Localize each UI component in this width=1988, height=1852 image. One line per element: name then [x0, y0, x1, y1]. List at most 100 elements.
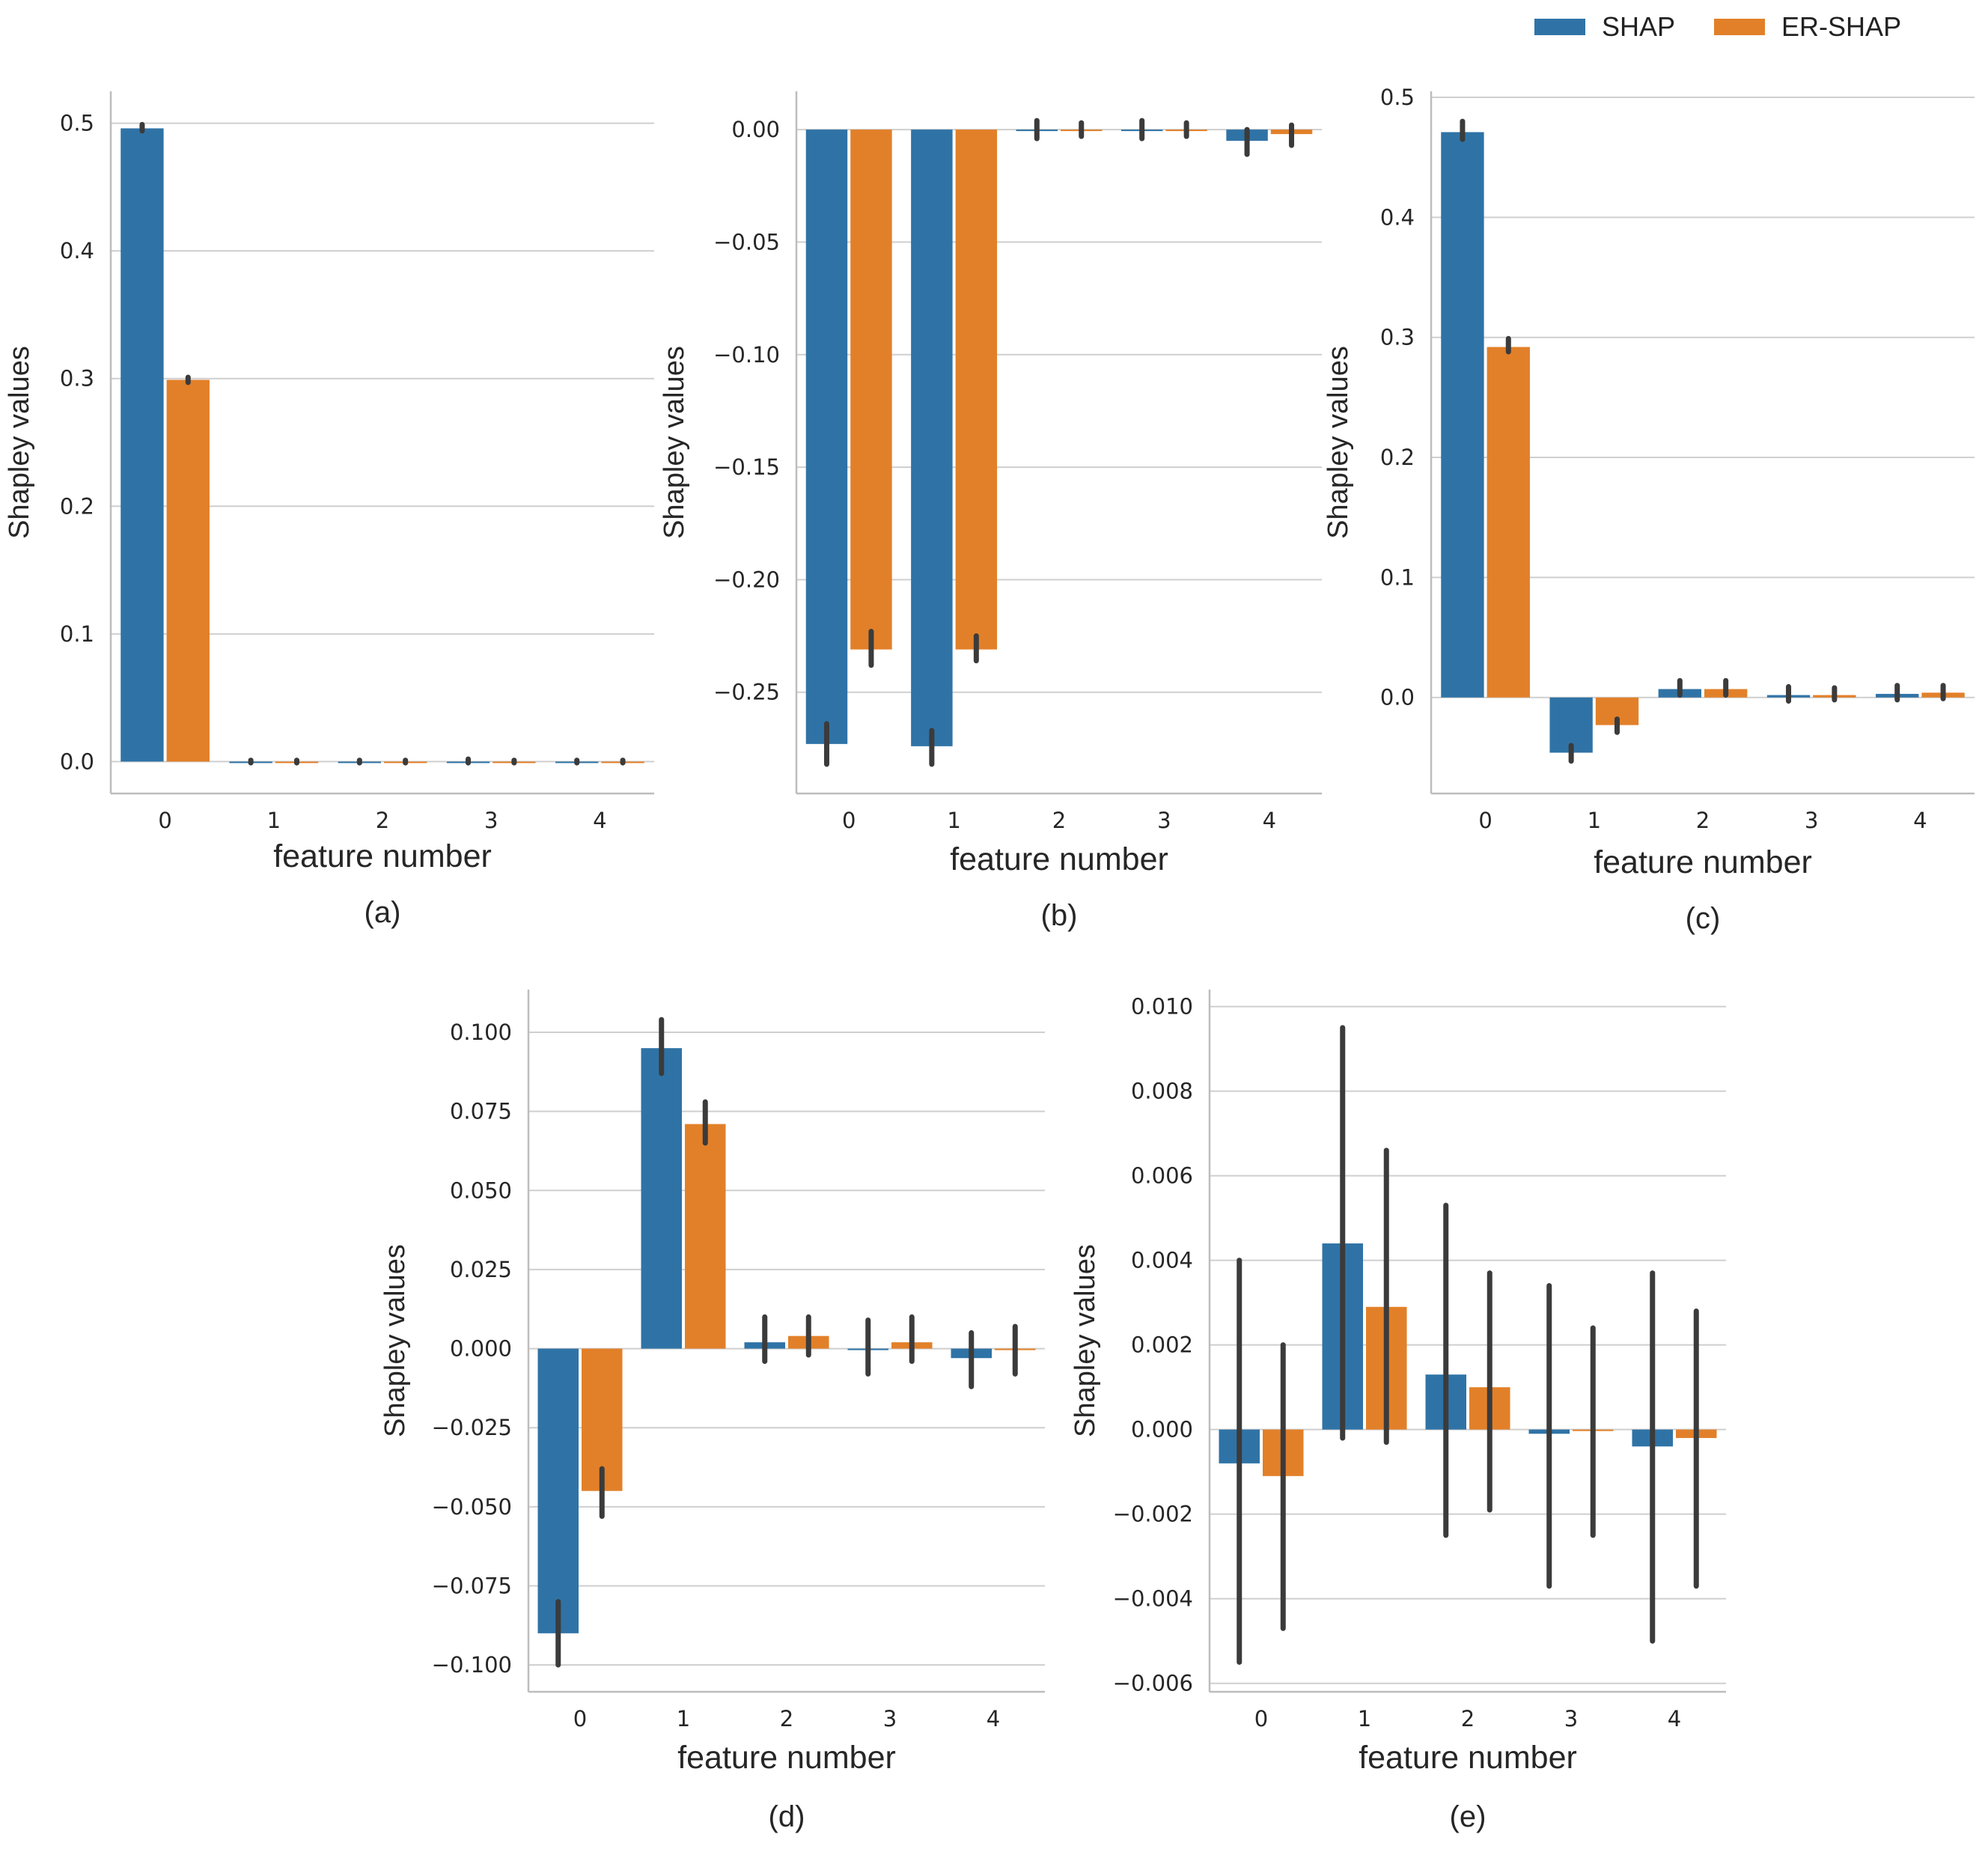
y-tick-label: 0.100	[450, 1020, 512, 1045]
y-tick-label: 0.025	[450, 1257, 512, 1282]
x-tick-label: 1	[1358, 1706, 1371, 1731]
bar-shap	[641, 1048, 682, 1349]
x-tick-label: 4	[593, 808, 606, 833]
y-tick-label: −0.100	[432, 1652, 512, 1678]
y-tick-label: 0.010	[1131, 994, 1193, 1020]
x-tick-label: 0	[842, 808, 856, 833]
y-tick-label: 0.2	[1380, 445, 1415, 470]
x-axis-label: feature number	[1359, 1740, 1577, 1776]
x-tick-label: 1	[947, 808, 960, 833]
bar-shap	[537, 1348, 579, 1633]
y-tick-label: 0.4	[60, 238, 94, 264]
x-tick-label: 2	[376, 808, 389, 833]
y-tick-label: 0.1	[1380, 564, 1415, 590]
panel-caption: (a)	[365, 896, 401, 929]
y-tick-label: 0.00	[731, 117, 780, 142]
x-axis-label: feature number	[677, 1740, 896, 1776]
y-tick-label: 0.008	[1131, 1079, 1193, 1104]
y-tick-label: 0.3	[1380, 325, 1415, 350]
y-tick-label: −0.10	[713, 342, 780, 368]
y-tick-label: 0.075	[450, 1099, 512, 1124]
panel-caption: (b)	[1041, 899, 1078, 932]
y-tick-label: 0.5	[60, 111, 94, 136]
panel-caption: (d)	[769, 1800, 805, 1833]
y-tick-label: 0.050	[450, 1178, 512, 1203]
x-tick-label: 3	[883, 1706, 897, 1731]
x-tick-label: 2	[1461, 1706, 1475, 1731]
bar-ershap	[955, 130, 998, 650]
y-tick-label: 0.5	[1380, 85, 1415, 110]
y-tick-label: 0.000	[1131, 1417, 1193, 1443]
legend-item-shap: SHAP	[1534, 13, 1675, 40]
x-tick-label: 3	[1157, 808, 1171, 833]
y-tick-label: −0.050	[432, 1494, 512, 1520]
panel-caption: (c)	[1686, 902, 1721, 935]
x-tick-label: 3	[484, 808, 498, 833]
y-tick-label: 0.006	[1131, 1163, 1193, 1189]
x-tick-label: 0	[1254, 1706, 1268, 1731]
bar-shap	[1441, 132, 1484, 698]
bar-ershap	[166, 380, 210, 762]
bar-shap	[121, 128, 164, 762]
bar-ershap	[685, 1124, 726, 1349]
chart-panel-b: 0.00 −0.05 −0.10 −0.15 −0.20 −0.25 0 1 2 3 4 Shaple…	[659, 91, 1322, 932]
x-axis-label: feature number	[273, 838, 492, 874]
y-tick-label: −0.025	[432, 1415, 512, 1440]
y-tick-label: −0.004	[1113, 1586, 1193, 1612]
y-axis-label: Shapley values	[659, 346, 690, 539]
x-tick-label: 3	[1805, 808, 1818, 833]
x-tick-label: 4	[1263, 808, 1276, 833]
legend-label-shap: SHAP	[1602, 11, 1676, 42]
y-tick-label: 0.2	[60, 493, 94, 519]
legend-swatch-shap	[1534, 19, 1585, 35]
y-tick-label: −0.075	[432, 1573, 512, 1598]
panel-caption: (e)	[1450, 1800, 1487, 1833]
x-tick-label: 0	[573, 1706, 587, 1731]
y-tick-label: 0.3	[60, 366, 94, 392]
y-tick-label: 0.000	[450, 1336, 512, 1362]
bar-shap	[805, 130, 848, 744]
x-tick-label: 2	[1696, 808, 1710, 833]
y-tick-label: 0.0	[1380, 685, 1415, 710]
y-tick-label: 0.0	[60, 749, 94, 774]
bar-shap	[911, 130, 953, 746]
x-axis-label: feature number	[950, 841, 1168, 877]
y-tick-label: 0.004	[1131, 1248, 1193, 1273]
chart-panel-d: 0.100 0.075 0.050 0.025 0.000 −0.025 −0.050 −0.…	[379, 990, 1045, 1833]
y-tick-label: −0.006	[1113, 1671, 1193, 1696]
legend-label-ershap: ER-SHAP	[1781, 11, 1902, 42]
y-tick-label: 0.1	[60, 621, 94, 647]
y-axis-label: Shapley values	[4, 346, 35, 539]
y-axis-label: Shapley values	[1323, 346, 1354, 539]
y-tick-label: −0.15	[713, 454, 780, 480]
legend: SHAP ER-SHAP	[1534, 13, 1940, 40]
y-tick-label: −0.20	[713, 567, 780, 592]
x-tick-label: 4	[987, 1706, 1000, 1731]
chart-panel-c: 0.0 0.1 0.2 0.3 0.4 0.5 0 1 2 3 4 Shapley values fea…	[1323, 85, 1975, 935]
x-axis-label: feature number	[1594, 844, 1812, 880]
x-tick-label: 1	[267, 808, 281, 833]
x-tick-label: 2	[1052, 808, 1066, 833]
x-tick-label: 0	[1478, 808, 1492, 833]
chart-panel-e: 0.010 0.008 0.006 0.004 0.002 0.000 −0.002 −0.0…	[1070, 990, 1726, 1833]
y-tick-label: 0.002	[1131, 1332, 1193, 1358]
y-tick-label: −0.002	[1113, 1502, 1193, 1527]
y-tick-label: −0.25	[713, 680, 780, 705]
x-tick-label: 1	[677, 1706, 690, 1731]
x-tick-label: 3	[1564, 1706, 1578, 1731]
x-tick-label: 4	[1668, 1706, 1681, 1731]
y-axis-label: Shapley values	[1070, 1244, 1101, 1437]
x-tick-label: 2	[780, 1706, 793, 1731]
y-axis-label: Shapley values	[379, 1244, 411, 1437]
legend-item-ershap: ER-SHAP	[1714, 13, 1901, 40]
y-tick-label: −0.05	[713, 229, 780, 255]
x-tick-label: 0	[158, 808, 171, 833]
chart-panel-a: 0.0 0.1 0.2 0.3 0.4 0.5 0 1 2 3 4 Shapley values fea…	[4, 91, 654, 929]
y-tick-label: 0.4	[1380, 204, 1415, 230]
bar-ershap	[850, 130, 892, 650]
x-tick-label: 1	[1588, 808, 1601, 833]
x-tick-label: 4	[1913, 808, 1927, 833]
legend-swatch-ershap	[1714, 19, 1766, 35]
bar-ershap	[1487, 347, 1530, 698]
